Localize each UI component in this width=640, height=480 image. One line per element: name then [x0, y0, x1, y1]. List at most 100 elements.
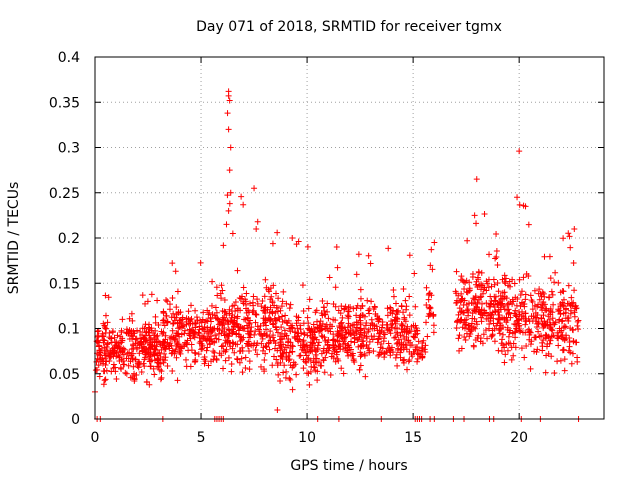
data-point	[371, 322, 378, 329]
data-point	[565, 230, 572, 237]
data-point	[139, 341, 146, 348]
data-point	[551, 321, 558, 328]
data-point	[412, 322, 419, 329]
data-point	[301, 343, 308, 350]
data-point	[550, 332, 557, 339]
data-point	[546, 253, 553, 260]
y-tick-label: 0.4	[58, 50, 80, 66]
x-tick-label: 5	[197, 430, 206, 446]
data-point	[205, 311, 212, 318]
data-point	[501, 344, 508, 351]
data-point	[246, 300, 253, 307]
data-point	[125, 362, 132, 369]
data-point	[106, 330, 113, 337]
data-point	[242, 316, 249, 323]
data-point	[375, 352, 382, 359]
data-point	[506, 329, 513, 336]
data-point	[555, 335, 562, 342]
data-point	[92, 367, 99, 374]
data-point	[136, 350, 143, 357]
data-point	[483, 287, 490, 294]
data-point	[223, 346, 230, 353]
data-point	[115, 340, 122, 347]
data-point	[357, 349, 364, 356]
data-point	[130, 342, 137, 349]
data-point	[134, 362, 141, 369]
data-point	[280, 369, 287, 376]
data-point	[164, 298, 171, 305]
data-point	[251, 185, 258, 192]
data-point	[534, 311, 541, 318]
data-point	[379, 324, 386, 331]
data-point	[495, 300, 502, 307]
data-point	[393, 329, 400, 336]
data-point	[304, 332, 311, 339]
data-point	[282, 374, 289, 381]
data-point	[192, 307, 199, 314]
data-point	[347, 330, 354, 337]
data-point	[134, 327, 141, 334]
data-point	[485, 315, 492, 322]
data-point	[265, 340, 272, 347]
data-point	[146, 358, 153, 365]
data-point	[175, 325, 182, 332]
data-point	[481, 211, 488, 218]
data-point	[555, 308, 562, 315]
data-point	[355, 319, 362, 326]
data-point	[270, 338, 277, 345]
data-point	[179, 323, 186, 330]
data-point	[375, 330, 382, 337]
data-point	[406, 327, 413, 334]
data-point	[220, 365, 227, 372]
data-point	[245, 330, 252, 337]
data-point	[212, 332, 219, 339]
data-point	[557, 289, 564, 296]
data-point	[379, 345, 386, 352]
data-point	[570, 327, 577, 334]
data-point	[224, 110, 231, 117]
data-point	[376, 316, 383, 323]
data-point	[94, 337, 101, 344]
data-point	[500, 295, 507, 302]
data-point	[312, 346, 319, 353]
data-point	[529, 306, 536, 313]
data-point	[332, 303, 339, 310]
data-point	[228, 368, 235, 375]
data-point	[282, 312, 289, 319]
data-point	[294, 325, 301, 332]
data-point	[224, 192, 231, 199]
data-point	[430, 322, 437, 329]
data-point	[548, 288, 555, 295]
data-point	[479, 340, 486, 347]
data-point	[295, 330, 302, 337]
data-point	[544, 319, 551, 326]
data-point	[503, 314, 510, 321]
data-point	[182, 327, 189, 334]
data-point	[561, 323, 568, 330]
data-point	[243, 301, 250, 308]
data-point	[486, 251, 493, 258]
data-point	[129, 317, 136, 324]
data-point	[102, 376, 109, 383]
data-point	[282, 344, 289, 351]
data-point	[136, 358, 143, 365]
data-point	[401, 314, 408, 321]
data-point	[511, 280, 518, 287]
data-point	[185, 315, 192, 322]
y-tick-label: 0.05	[49, 367, 80, 383]
data-point	[119, 349, 126, 356]
data-point	[357, 327, 364, 334]
data-point	[101, 337, 108, 344]
data-point	[270, 320, 277, 327]
data-point	[247, 317, 254, 324]
data-point	[395, 336, 402, 343]
data-point	[151, 336, 158, 343]
data-point	[252, 310, 259, 317]
data-point	[410, 334, 417, 341]
data-point	[295, 238, 302, 245]
data-point	[168, 333, 175, 340]
data-point	[243, 322, 250, 329]
data-point	[156, 366, 163, 373]
data-point	[141, 336, 148, 343]
